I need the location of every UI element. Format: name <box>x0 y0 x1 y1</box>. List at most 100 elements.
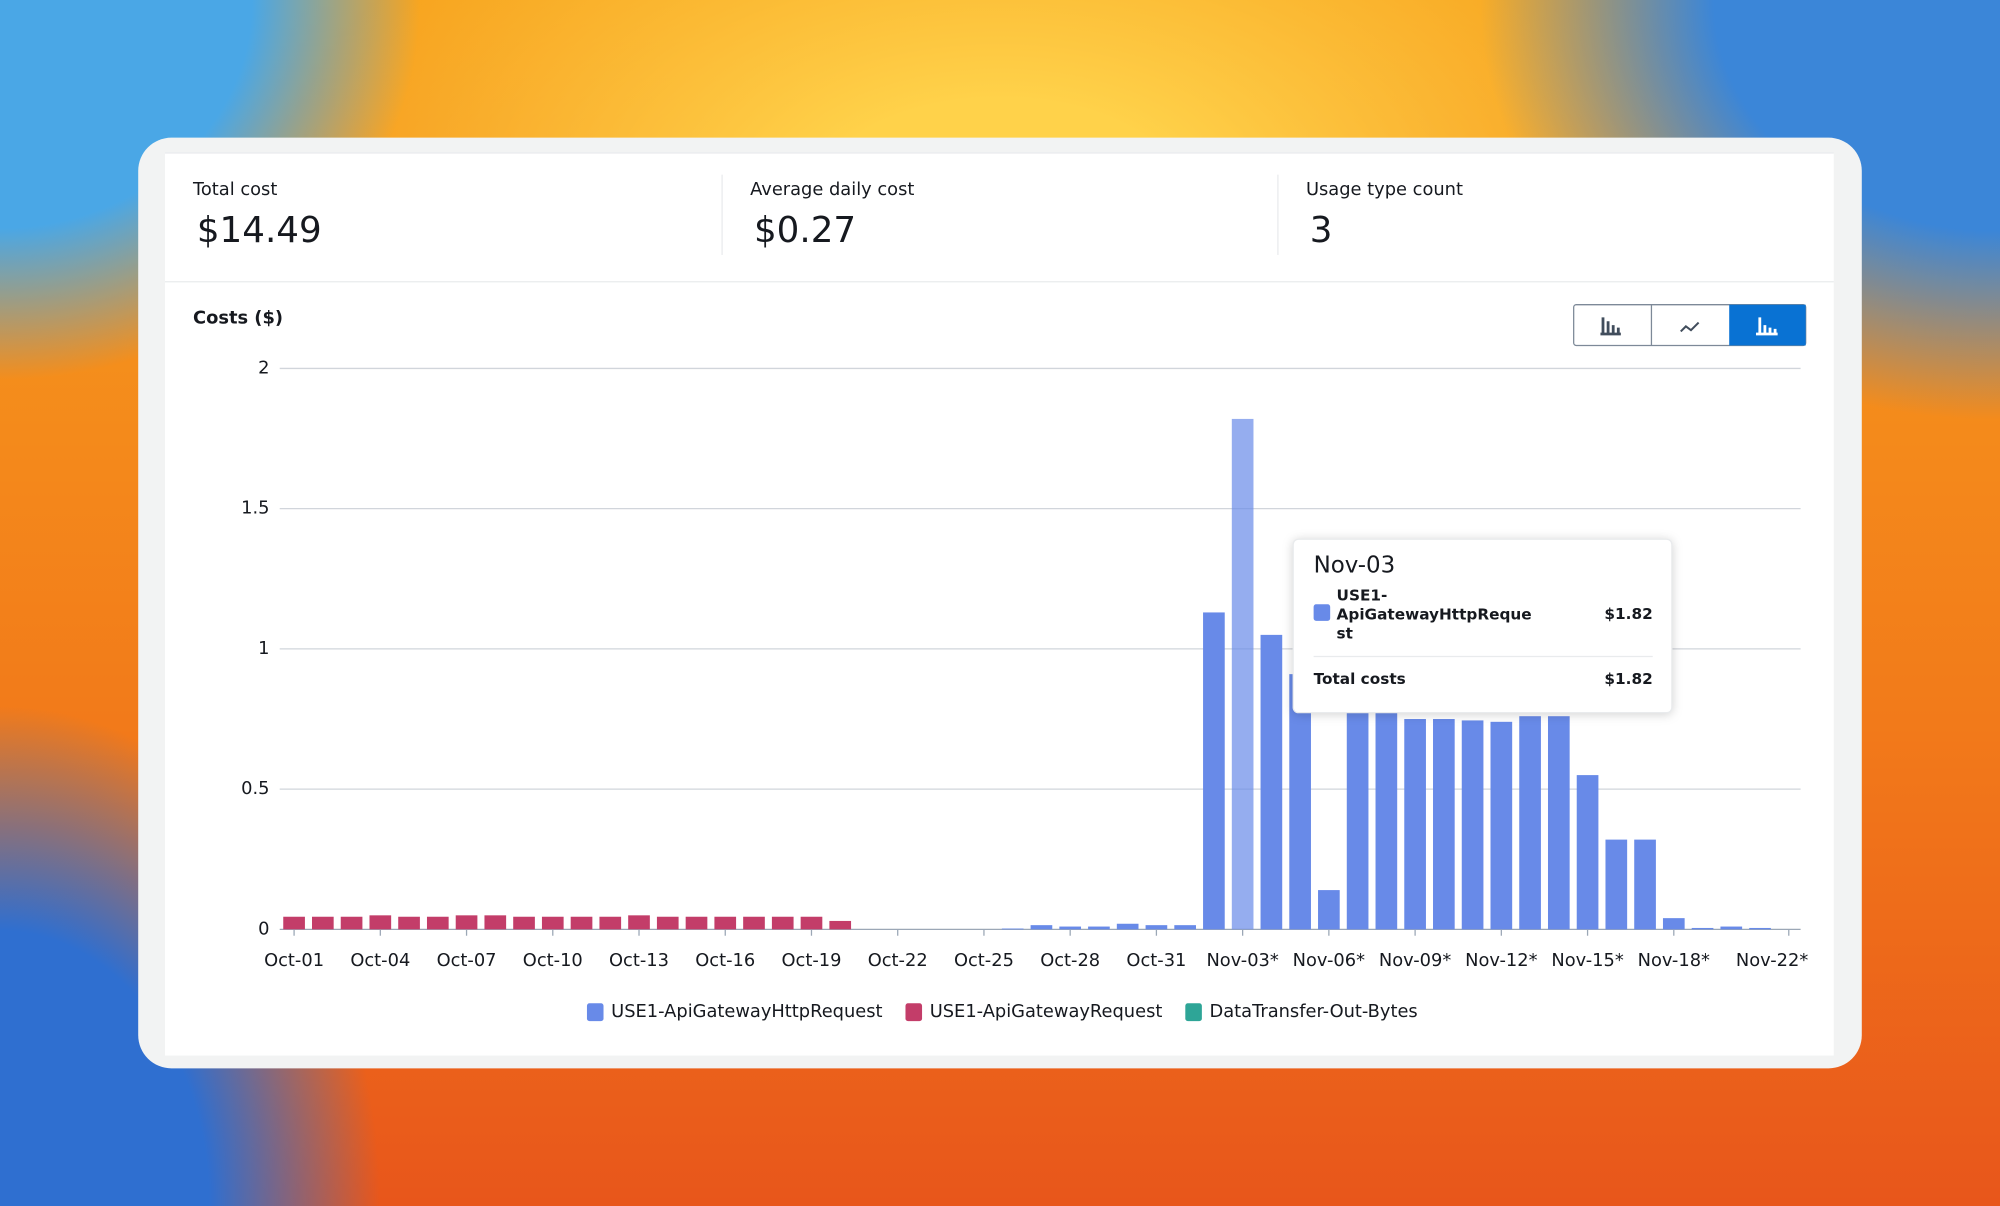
x-tick-label: Oct-31 <box>1126 950 1186 971</box>
x-tick-label: Oct-13 <box>609 950 669 971</box>
bar <box>541 916 564 930</box>
bar <box>1059 926 1082 930</box>
bar <box>1634 839 1656 930</box>
bar <box>1375 710 1398 930</box>
tooltip-title: Nov-03 <box>1314 553 1396 579</box>
bar <box>283 916 305 930</box>
bar <box>426 916 449 930</box>
bar <box>1145 925 1168 930</box>
chart-type-toggle <box>1573 304 1807 347</box>
bar <box>743 916 765 930</box>
metric-label: Total cost <box>192 179 277 200</box>
icon-bar <box>1600 317 1621 336</box>
bar <box>1749 927 1771 930</box>
tooltip-total-label: Total costs <box>1314 670 1406 688</box>
bar <box>1490 721 1513 930</box>
bar <box>340 916 363 930</box>
bar <box>1289 674 1311 930</box>
x-tick-label: Nov-09* <box>1379 950 1451 971</box>
bar <box>1519 716 1541 930</box>
metric-value: $14.49 <box>197 210 322 251</box>
bar <box>1203 612 1225 930</box>
bar <box>1116 923 1139 930</box>
metric-label: Average daily cost <box>750 179 914 200</box>
bar <box>1231 418 1254 930</box>
tooltip-series-name: ApiGatewayHttpReque <box>1337 605 1532 623</box>
bar <box>599 916 622 930</box>
icon-stacked <box>1755 317 1778 336</box>
bar <box>398 916 420 930</box>
tooltip-swatch <box>1313 604 1331 621</box>
x-tick-label: Nov-12* <box>1465 950 1537 971</box>
bar <box>1346 710 1369 930</box>
bar <box>800 916 823 930</box>
tooltip: Nov-03 USE1-ApiGatewayHttpReque st $1.82 … <box>1292 538 1673 714</box>
legend-swatch <box>586 1003 604 1022</box>
bar <box>1174 925 1196 930</box>
bar <box>1547 716 1570 930</box>
x-tick-label: Oct-01 <box>264 950 324 971</box>
x-tick-label: Nov-03* <box>1206 950 1278 971</box>
tooltip-series: USE1-ApiGatewayHttpReque st <box>1337 586 1532 642</box>
metric-label: Usage type count <box>1306 179 1463 200</box>
bar <box>1260 634 1283 930</box>
y-tick-label: 0 <box>258 918 269 939</box>
x-tick-label: Oct-25 <box>954 950 1014 971</box>
bar <box>1404 719 1426 930</box>
bar <box>570 916 593 930</box>
chart-title: Costs ($) <box>193 308 283 329</box>
x-tick-label: Oct-16 <box>695 950 755 971</box>
x-tick-label: Oct-07 <box>437 950 497 971</box>
legend: USE1-ApiGatewayHttpRequest USE1-ApiGatewa… <box>586 1001 1418 1022</box>
bar <box>1030 925 1053 930</box>
icon-line <box>1680 321 1700 333</box>
bar <box>1461 720 1484 930</box>
legend-label: USE1-ApiGatewayRequest <box>930 1001 1163 1022</box>
legend-label: USE1-ApiGatewayHttpRequest <box>611 1001 882 1022</box>
bar <box>628 915 650 930</box>
bar <box>513 916 535 930</box>
x-tick-label: Oct-19 <box>782 950 842 971</box>
x-tick-label: Nov-06* <box>1293 950 1365 971</box>
tooltip-series-name: USE1- <box>1337 586 1388 604</box>
x-tick-label: Oct-04 <box>350 950 410 971</box>
bar <box>484 915 507 930</box>
tooltip-value: $1.82 <box>1604 605 1652 623</box>
x-tick-label: Oct-22 <box>868 950 928 971</box>
legend-swatch <box>1185 1003 1202 1022</box>
bar <box>311 916 334 930</box>
bar <box>1662 918 1685 930</box>
toggle-stacked[interactable] <box>1729 304 1806 346</box>
bar <box>1605 839 1628 930</box>
x-tick-label: Oct-28 <box>1040 950 1100 971</box>
y-tick-label: 0.5 <box>241 778 269 799</box>
bar <box>714 916 737 930</box>
bar <box>656 916 679 930</box>
legend-label: DataTransfer-Out-Bytes <box>1210 1001 1418 1022</box>
legend-swatch <box>905 1003 923 1022</box>
metric-value: $0.27 <box>754 210 856 251</box>
bar <box>1318 890 1340 930</box>
bar <box>1433 719 1455 930</box>
y-tick-label: 1.5 <box>241 498 269 519</box>
x-tick-label: Nov-15* <box>1551 950 1623 971</box>
tooltip-total-value: $1.82 <box>1604 670 1652 688</box>
bar <box>1691 927 1714 930</box>
tooltip-series-name: st <box>1337 624 1353 642</box>
bar <box>455 915 478 930</box>
x-tick-label: Oct-10 <box>523 950 583 971</box>
bar <box>1576 775 1599 930</box>
bar <box>685 916 708 930</box>
bar <box>1088 926 1110 930</box>
bar <box>1720 926 1743 930</box>
metric-value: 3 <box>1310 210 1333 251</box>
x-tick-label: Nov-18* <box>1638 950 1710 971</box>
bar <box>829 920 852 930</box>
tooltip-box <box>1292 538 1673 714</box>
bar <box>369 915 392 930</box>
plot: 0 0.5 1 1.5 2 Oct-01 Oct-04 Oct-07 Oct-10 Oct-13 O… <box>241 357 1808 971</box>
x-tick-label: Nov-22* <box>1736 950 1808 971</box>
bar <box>1001 928 1024 930</box>
